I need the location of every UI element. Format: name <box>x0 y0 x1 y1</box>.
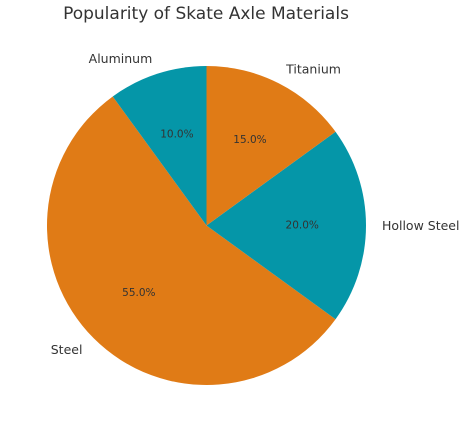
pie-slice-titanium <box>206 66 336 226</box>
pie-category-label: Titanium <box>285 62 341 77</box>
pie-value-label: 20.0% <box>286 220 319 232</box>
pie-value-label: 10.0% <box>160 128 193 140</box>
pie-value-label: 15.0% <box>233 134 266 146</box>
pie-value-label: 55.0% <box>122 287 155 299</box>
pie-category-label: Steel <box>51 342 83 357</box>
pie-labels: 55.0% Steel 20.0% Hollow Steel 15.0% Titanium… <box>51 51 459 357</box>
pie-category-label: Aluminum <box>89 51 153 66</box>
chart-title: Popularity of Skate Axle Materials <box>63 4 349 24</box>
pie-slice-aluminum <box>112 66 207 226</box>
pie-slice-hollow-steel <box>206 131 366 320</box>
pie-slices <box>46 66 366 386</box>
pie-category-label: Hollow Steel <box>382 218 459 233</box>
pie-slice-steel <box>46 96 336 386</box>
